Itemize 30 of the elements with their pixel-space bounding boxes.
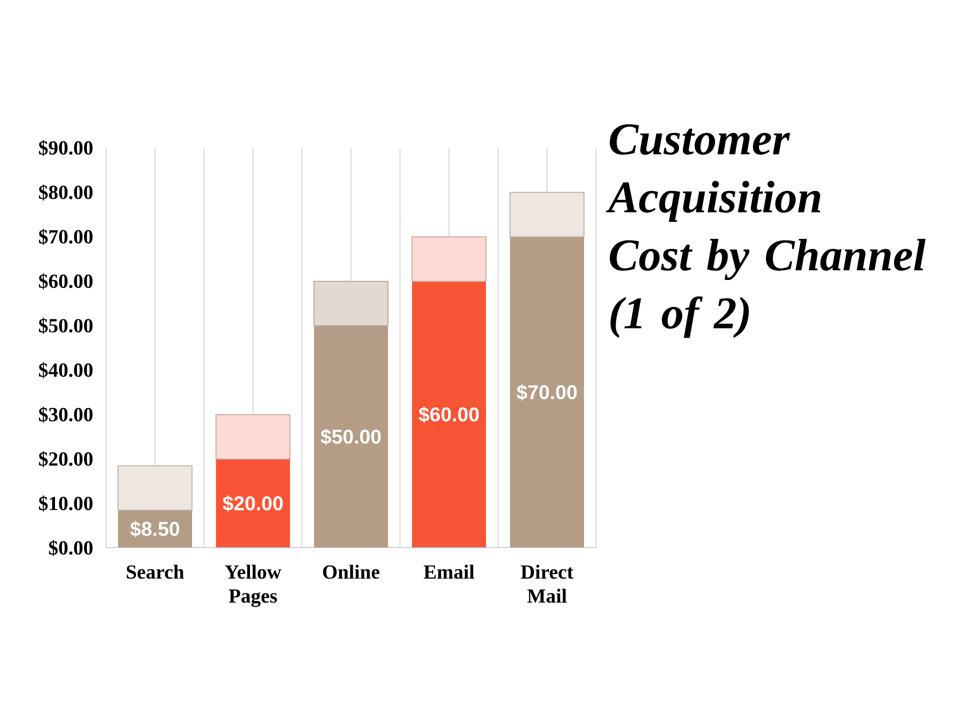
x-tick-label: Online <box>323 564 380 579</box>
bar <box>216 459 290 548</box>
bar <box>314 326 388 548</box>
y-tick-label: $60.00 <box>39 273 93 290</box>
data-label: $8.50 <box>130 520 180 538</box>
y-tick-label: $70.00 <box>39 228 93 245</box>
bar <box>412 236 486 282</box>
x-tick-label: Direct Mail <box>520 564 574 603</box>
bar <box>412 281 486 548</box>
x-tick-label: Email <box>424 564 474 579</box>
y-tick-label: $20.00 <box>39 451 93 468</box>
y-tick-label: $40.00 <box>39 362 93 378</box>
data-label: $50.00 <box>320 428 381 446</box>
x-tick-label: Yellow Pages <box>225 564 282 607</box>
y-tick-label: $90.00 <box>39 140 93 156</box>
y-tick-label: $80.00 <box>39 184 93 200</box>
data-label: $70.00 <box>516 384 577 401</box>
y-tick-label: $50.00 <box>39 318 93 334</box>
y-tick-label: $10.00 <box>39 496 93 512</box>
bar <box>118 465 192 511</box>
bar <box>510 236 584 548</box>
x-tick-label: Search <box>126 564 184 579</box>
bar <box>314 280 388 326</box>
y-tick-label: $0.00 <box>49 540 93 556</box>
y-tick-label: $30.00 <box>39 406 93 423</box>
text: Customer Acquisition Cost by Channel (1 of 2) <box>606 124 926 338</box>
bar <box>216 414 290 460</box>
bar <box>510 192 584 238</box>
data-label: $20.00 <box>222 495 283 512</box>
data-label: $60.00 <box>418 406 479 423</box>
